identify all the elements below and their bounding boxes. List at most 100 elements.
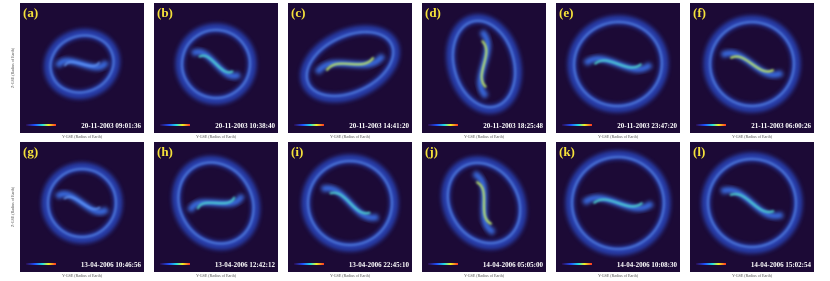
panel-background [20,142,144,272]
x-axis-label: Y-GSE (Radius of Earth) [732,134,773,139]
y-axis-label: Z-GSE (Radius of Earth) [10,186,15,227]
panel: (l) 14-04-2006 15:02:54 Y-GSE (Radius of E… [690,142,814,278]
oval-glow [301,154,399,252]
oval [571,156,665,250]
arc [729,55,775,73]
panel: (c) 20-11-2003 14:41:20 Y-GSE (Radius of E… [288,3,412,139]
x-axis-label: Y-GSE (Radius of Earth) [330,134,371,139]
arc [593,198,643,208]
arc [729,192,775,214]
aurora [565,150,671,256]
x-axis-label: Y-GSE (Radius of Earth) [62,134,103,139]
timestamp: 14-04-2006 05:05:00 [483,261,544,269]
panel: (e) 20-11-2003 23:47:20 Y-GSE (Radius of E… [556,3,680,139]
arc [325,56,375,72]
oval-glow [446,14,522,114]
panel-label: (a) [23,5,38,20]
oval [305,31,395,97]
arc [198,54,234,74]
timestamp: 20-11-2003 23:47:20 [617,122,677,130]
timestamp: 20-11-2003 09:01:36 [81,122,141,130]
x-axis-label: Y-GSE (Radius of Earth) [62,273,103,278]
timestamp: 20-11-2003 18:25:48 [483,122,543,130]
arc [480,39,488,89]
oval [181,29,251,99]
panel-label: (h) [157,144,173,159]
panel-label: (b) [157,5,173,20]
timestamp: 13-04-2006 10:46:56 [81,261,142,269]
oval-glow [171,155,261,251]
arc [196,196,236,210]
arc [63,196,101,210]
panel: (a) 20-11-2003 09:01:36 Y-GSE (Radius of E… [10,3,144,139]
y-axis-label: Z-GSE (Radius of Earth) [10,47,15,88]
oval-glow [441,156,527,250]
colorbar [26,263,56,265]
oval [307,160,393,246]
oval [177,161,255,245]
timestamp: 14-04-2006 10:08:30 [617,261,678,269]
oval-glow [565,150,671,256]
oval-glow [41,162,123,244]
panel: (d) 20-11-2003 18:25:48 Y-GSE (Radius of E… [422,3,546,139]
aurora [301,154,399,252]
timestamp: 20-11-2003 14:41:20 [349,122,409,130]
arc [329,191,371,215]
oval-glow [175,23,257,105]
panel-label: (c) [291,5,305,20]
oval [709,21,795,107]
timestamp: 14-04-2006 15:02:54 [751,261,812,269]
timestamp: 13-04-2006 12:42:12 [215,261,276,269]
oval-glow [567,15,669,113]
panel-label: (d) [425,5,441,20]
colorbar [160,124,190,126]
aurora [446,14,522,114]
panel: (h) 13-04-2006 12:42:12 Y-GSE (Radius of E… [154,142,278,278]
x-axis-label: Y-GSE (Radius of Earth) [464,134,505,139]
panel: (f) 21-11-2003 06:00:26 Y-GSE (Radius of E… [690,3,814,139]
aurora [300,25,400,103]
oval [47,168,117,238]
aurora [703,15,801,113]
x-axis-label: Y-GSE (Radius of Earth) [196,273,237,278]
panel: (j) 14-04-2006 05:05:00 Y-GSE (Radius of E… [422,142,546,278]
aurora [41,162,123,244]
panel: (k) 14-04-2006 10:08:30 Y-GSE (Radius of E… [556,142,680,278]
colorbar [562,124,592,126]
panel-label: (g) [23,144,38,159]
oval-glow [43,29,121,99]
timestamp: 21-11-2003 06:00:26 [751,122,811,130]
x-axis-label: Y-GSE (Radius of Earth) [598,273,639,278]
oval [451,19,517,109]
panel: (g) 13-04-2006 10:46:56 Y-GSE (Radius of E… [10,142,144,278]
timestamp: 20-11-2003 10:38:40 [215,122,275,130]
panel-label: (f) [693,5,706,20]
colorbar [160,263,190,265]
colorbar [696,124,726,126]
arc [63,61,101,67]
oval-glow [703,15,801,113]
x-axis-label: Y-GSE (Radius of Earth) [196,134,237,139]
oval-glow [701,152,803,254]
panel: (b) 20-11-2003 10:38:40 Y-GSE (Radius of E… [154,3,278,139]
colorbar [294,124,324,126]
panel: (i) 13-04-2006 22:45:10 Y-GSE (Radius of E… [288,142,412,278]
oval [573,20,663,108]
x-axis-label: Y-GSE (Radius of Earth) [598,134,639,139]
colorbar [428,124,458,126]
arc [593,59,643,69]
aurora [441,156,527,250]
x-axis-label: Y-GSE (Radius of Earth) [732,273,773,278]
panel-label: (l) [693,144,705,159]
colorbar [562,263,592,265]
oval [707,158,797,248]
aurora [701,152,803,254]
aurora [43,29,121,99]
colorbar [696,263,726,265]
colorbar [26,124,56,126]
panel-label: (i) [291,144,303,159]
oval-glow [300,25,400,103]
panel-label: (e) [559,5,573,20]
x-axis-label: Y-GSE (Radius of Earth) [330,273,371,278]
